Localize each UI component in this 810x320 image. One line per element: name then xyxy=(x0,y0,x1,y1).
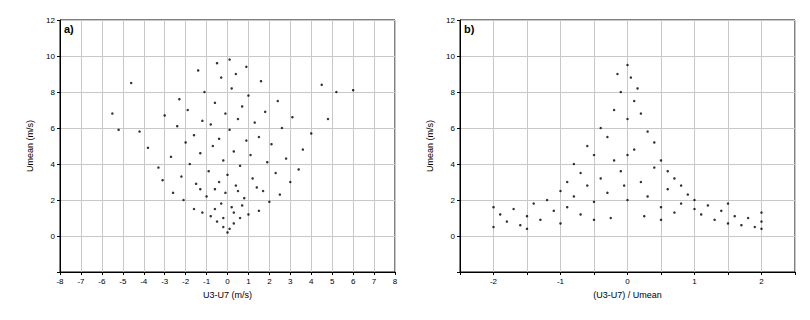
svg-text:-7: -7 xyxy=(77,277,85,286)
svg-text:6: 6 xyxy=(51,124,56,133)
svg-text:-2: -2 xyxy=(182,277,190,286)
svg-text:8: 8 xyxy=(451,88,456,97)
svg-text:8: 8 xyxy=(393,277,398,286)
svg-text:7: 7 xyxy=(372,277,377,286)
svg-text:-1: -1 xyxy=(203,277,211,286)
svg-text:5: 5 xyxy=(330,277,335,286)
svg-text:2: 2 xyxy=(267,277,272,286)
svg-text:2: 2 xyxy=(759,277,764,286)
svg-text:10: 10 xyxy=(46,52,55,61)
svg-text:6: 6 xyxy=(451,124,456,133)
svg-text:0: 0 xyxy=(51,232,56,241)
svg-text:-3: -3 xyxy=(161,277,169,286)
svg-text:10: 10 xyxy=(446,52,455,61)
svg-text:4: 4 xyxy=(309,277,314,286)
svg-text:a): a) xyxy=(64,23,74,35)
svg-text:12: 12 xyxy=(446,16,455,25)
svg-text:3: 3 xyxy=(288,277,293,286)
svg-text:(U3-U7) / Umean: (U3-U7) / Umean xyxy=(593,290,662,300)
svg-text:-2: -2 xyxy=(490,277,498,286)
svg-text:-4: -4 xyxy=(140,277,148,286)
svg-text:8: 8 xyxy=(51,88,56,97)
svg-text:Umean (m/s): Umean (m/s) xyxy=(425,120,435,172)
svg-text:12: 12 xyxy=(46,16,55,25)
svg-text:U3-U7 (m/s): U3-U7 (m/s) xyxy=(203,290,252,300)
svg-text:2: 2 xyxy=(51,196,56,205)
svg-text:0: 0 xyxy=(451,232,456,241)
svg-text:-8: -8 xyxy=(56,277,64,286)
svg-text:-1: -1 xyxy=(557,277,565,286)
svg-text:2: 2 xyxy=(451,196,456,205)
svg-text:4: 4 xyxy=(51,160,56,169)
svg-text:1: 1 xyxy=(246,277,251,286)
svg-text:b): b) xyxy=(464,23,475,35)
svg-text:-6: -6 xyxy=(98,277,106,286)
svg-text:1: 1 xyxy=(692,277,697,286)
svg-text:0: 0 xyxy=(625,277,630,286)
svg-text:Umean (m/s): Umean (m/s) xyxy=(25,120,35,172)
svg-text:6: 6 xyxy=(351,277,356,286)
svg-text:-5: -5 xyxy=(119,277,127,286)
svg-text:4: 4 xyxy=(451,160,456,169)
svg-text:0: 0 xyxy=(225,277,230,286)
